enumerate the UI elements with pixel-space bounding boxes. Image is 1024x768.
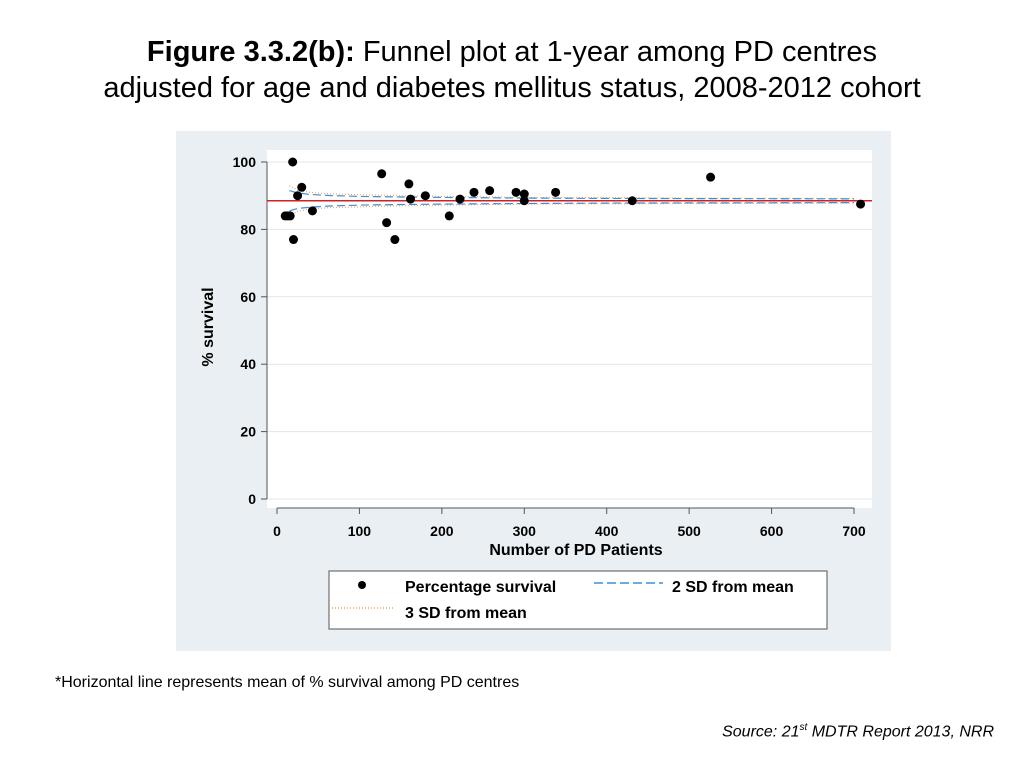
data-point xyxy=(469,187,479,197)
x-tick-label: 200 xyxy=(430,523,454,539)
x-axis-label: Number of PD Patients xyxy=(489,542,662,559)
figure-number: Figure 3.3.2(b): xyxy=(146,36,355,68)
legend: Percentage survival 2 SD from mean 3 SD … xyxy=(328,570,828,630)
x-tick-label: 500 xyxy=(677,523,701,539)
legend-box xyxy=(328,570,828,630)
footnote: *Horizontal line represents mean of % su… xyxy=(55,674,520,691)
x-tick-label: 600 xyxy=(760,523,784,539)
source-suffix: MDTR Report 2013, NRR xyxy=(807,723,994,741)
y-tick-label: 80 xyxy=(240,221,256,237)
axes xyxy=(266,162,854,509)
source-note: Source: 21st MDTR Report 2013, NRR xyxy=(722,722,994,741)
data-point xyxy=(485,186,495,196)
data-point xyxy=(377,169,387,179)
y-tick-label: 40 xyxy=(240,356,256,372)
data-point xyxy=(706,172,716,182)
data-point xyxy=(404,179,414,189)
y-tick-label: 20 xyxy=(240,424,256,440)
legend-percentage-survival: Percentage survival xyxy=(405,579,556,596)
data-point xyxy=(390,235,400,245)
x-tick-label: 100 xyxy=(348,523,372,539)
x-ticks: 0 100 200 300 400 500 600 700 xyxy=(273,508,866,539)
data-point xyxy=(382,218,392,228)
x-tick-label: 300 xyxy=(513,523,537,539)
data-point xyxy=(420,191,430,201)
data-points xyxy=(280,157,866,245)
chart-panel: 0 20 40 60 80 100 0 100 200 300 400 500 600 700 Numb… xyxy=(176,131,891,651)
data-point xyxy=(627,196,637,206)
limit-2sd-lower xyxy=(289,202,855,212)
funnel-plot: 0 20 40 60 80 100 0 100 200 300 400 500 600 700 Numb… xyxy=(200,150,872,630)
legend-3sd: 3 SD from mean xyxy=(405,605,527,622)
x-tick-label: 400 xyxy=(595,523,619,539)
data-point xyxy=(406,194,416,204)
source-prefix: Source: 21 xyxy=(722,723,800,741)
y-tick-label: 0 xyxy=(248,491,256,507)
data-point xyxy=(307,206,317,216)
data-point xyxy=(288,235,298,245)
y-ticks: 0 20 40 60 80 100 xyxy=(233,154,267,507)
data-point xyxy=(297,182,307,192)
figure-title: Figure 3.3.2(b): Funnel plot at 1-year a… xyxy=(0,34,1024,106)
y-tick-label: 60 xyxy=(240,289,256,305)
data-point xyxy=(285,211,295,221)
x-tick-label: 700 xyxy=(842,523,866,539)
data-point xyxy=(455,194,465,204)
legend-2sd: 2 SD from mean xyxy=(672,579,794,596)
data-point xyxy=(444,211,454,221)
data-point xyxy=(293,191,303,201)
data-point xyxy=(288,157,298,167)
grid-lines xyxy=(267,161,872,500)
plot-area xyxy=(267,150,872,508)
title-line2: adjusted for age and diabetes mellitus s… xyxy=(103,72,921,104)
y-tick-label: 100 xyxy=(233,154,257,170)
data-point xyxy=(511,187,521,197)
data-point xyxy=(519,189,529,199)
x-tick-label: 0 xyxy=(273,523,281,539)
title-line1: Funnel plot at 1-year among PD centres xyxy=(362,36,878,68)
data-point xyxy=(856,199,866,209)
y-axis-label: % survival xyxy=(200,287,217,366)
data-point xyxy=(551,187,561,197)
legend-point-symbol xyxy=(358,581,366,589)
source-sup: st xyxy=(799,722,808,733)
data-point xyxy=(519,196,529,206)
